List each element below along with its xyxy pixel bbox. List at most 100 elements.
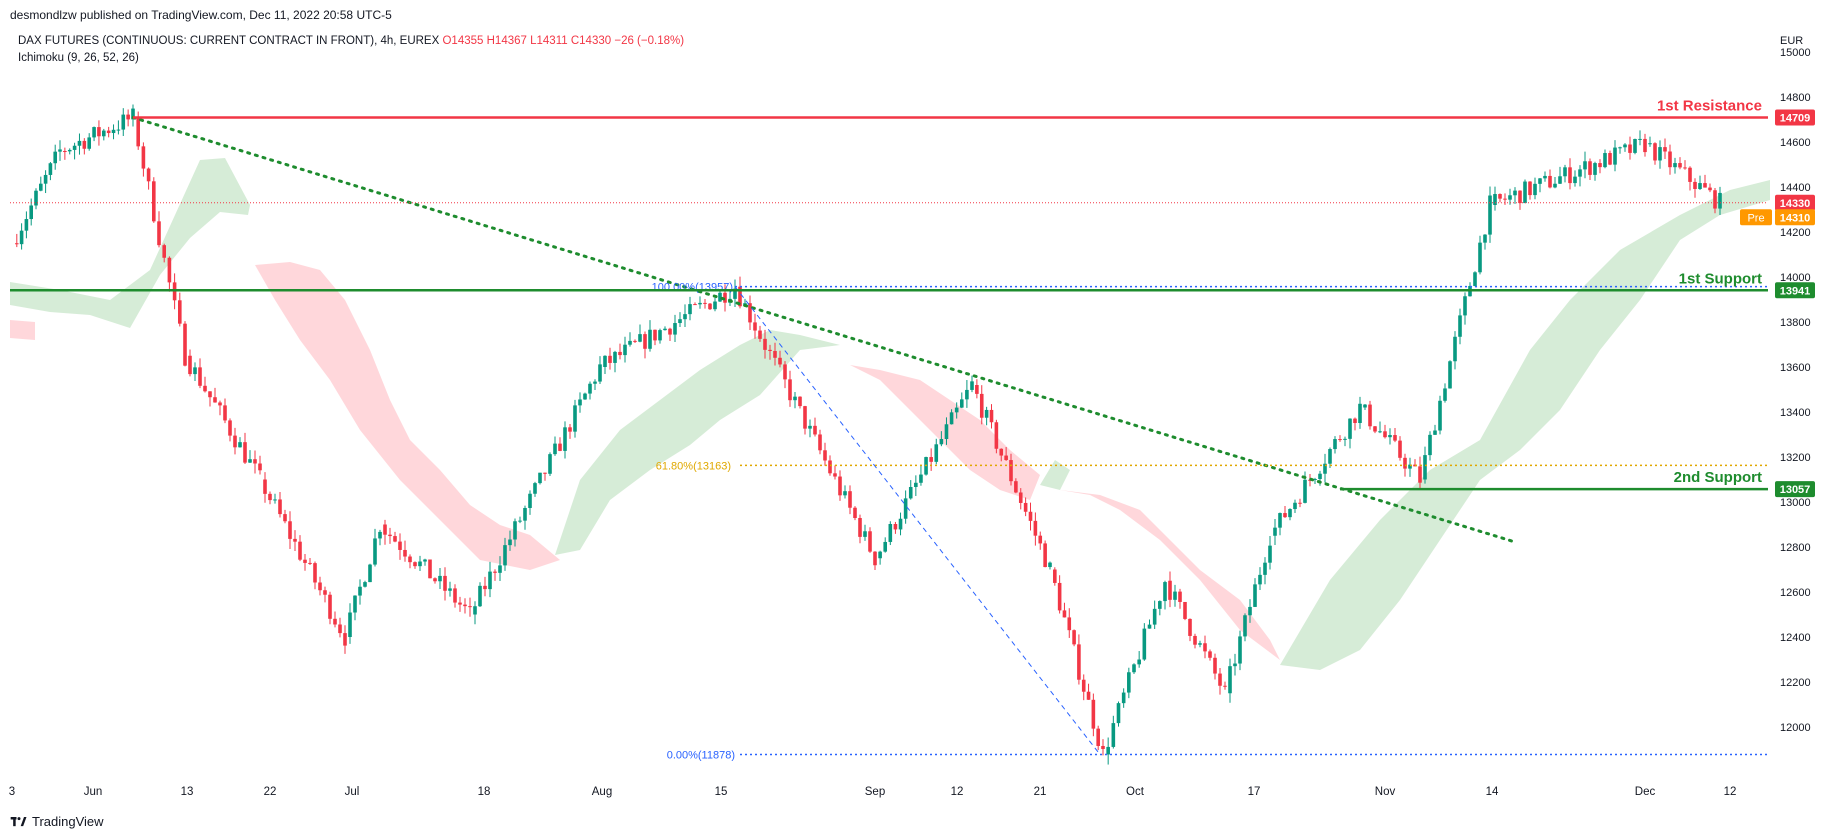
candle-body: [1273, 527, 1277, 536]
candle-body: [543, 472, 547, 474]
candle-body: [1428, 434, 1432, 456]
cloud-bullish-area: [10, 158, 250, 328]
x-tick-label: Dec: [1635, 786, 1656, 798]
candle-body: [583, 393, 587, 400]
candle-body: [408, 556, 412, 563]
candle-body: [553, 443, 557, 455]
candle-body: [463, 604, 467, 607]
candle-body: [1121, 692, 1126, 704]
candle-body: [623, 344, 627, 356]
candle-body: [131, 108, 135, 120]
candle-body: [1348, 418, 1352, 439]
candle-body: [298, 541, 302, 560]
y-tick-label: 14600: [1780, 137, 1811, 149]
candle-body: [1023, 502, 1028, 512]
candle-body: [1488, 195, 1492, 235]
candle-body: [773, 350, 777, 358]
x-tick-label: Aug: [592, 786, 612, 798]
candle-body: [1533, 183, 1537, 196]
candle-body: [768, 349, 772, 351]
x-tick-label: 17: [1248, 786, 1261, 798]
y-tick-label: 12200: [1780, 677, 1811, 689]
x-tick-label: 12: [951, 786, 964, 798]
candle-body: [102, 130, 106, 137]
fib-level-label: 100.00%(13957): [652, 282, 733, 294]
candle-body: [15, 243, 19, 245]
candle-body: [77, 140, 82, 146]
ichimoku-cloud: [10, 158, 1770, 670]
candle-body: [558, 443, 562, 451]
candle-body: [303, 559, 307, 563]
candle-body: [723, 292, 727, 303]
candle-body: [753, 322, 757, 331]
candle-body: [970, 381, 974, 390]
candle-body: [1483, 234, 1487, 243]
fib-level-label: 0.00%(11878): [667, 749, 735, 761]
candle-body: [388, 534, 392, 537]
candle-body: [1293, 502, 1297, 510]
cloud-bullish-area: [1280, 180, 1770, 670]
candle-body: [193, 367, 197, 375]
candle-body: [1323, 463, 1327, 474]
chart-overlays: 100.00%(13957) 61.80%(13163) 0.00%(11878) 1…: [10, 97, 1815, 761]
candle-body: [848, 491, 852, 508]
candle-body: [67, 149, 72, 152]
candle-body: [1703, 183, 1707, 188]
candle-body: [783, 364, 787, 380]
candle-body: [1613, 147, 1617, 165]
fib-diagonal: [734, 286, 1101, 755]
candle-body: [1598, 163, 1602, 168]
x-tick-label: 13: [181, 786, 194, 798]
ohlc-change: −26 (−0.18%): [614, 35, 685, 47]
candle-body: [208, 391, 212, 398]
candle-body: [24, 219, 29, 231]
candle-body: [1253, 584, 1257, 607]
pre-market-badge-label: Pre: [1747, 212, 1764, 224]
candle-body: [87, 137, 91, 149]
candle-body: [116, 129, 121, 131]
candle-body: [403, 549, 407, 557]
candle-body: [1178, 591, 1182, 602]
candle-body: [1106, 746, 1110, 755]
pre-price-tag: [1775, 209, 1815, 226]
candle-body: [1603, 153, 1607, 168]
candle-body: [508, 539, 512, 546]
candle-body: [1132, 664, 1136, 673]
candle-body: [673, 323, 677, 335]
candle-body: [92, 127, 96, 138]
candle-body: [323, 590, 327, 595]
tradingview-logo[interactable]: TradingView: [10, 814, 104, 829]
candle-body: [1203, 643, 1207, 652]
candle-body: [563, 427, 567, 451]
candle-body: [1048, 562, 1052, 568]
candle-body: [618, 351, 622, 356]
candle-body: [1653, 143, 1657, 161]
candle-body: [833, 473, 837, 477]
y-tick-label: 14800: [1780, 92, 1811, 104]
candle-body: [141, 146, 146, 169]
candle-body: [1618, 147, 1622, 149]
candle-body: [1218, 673, 1222, 686]
candle-body: [1288, 509, 1292, 518]
candle-body: [984, 409, 989, 418]
candle-body: [29, 205, 33, 220]
candlesticks: [15, 104, 1722, 765]
candle-body: [518, 520, 522, 522]
candle-body: [708, 303, 712, 310]
candle-body: [703, 302, 707, 304]
candle-body: [1142, 628, 1147, 660]
candle-body: [1663, 147, 1667, 152]
candle-body: [1408, 464, 1412, 469]
candle-body: [1578, 169, 1582, 177]
candle-body: [1643, 138, 1647, 153]
candle-body: [1463, 296, 1467, 316]
candle-body: [1438, 400, 1442, 431]
candle-body: [293, 538, 297, 542]
candle-body: [668, 328, 672, 335]
candle-body: [778, 357, 782, 365]
candle-body: [718, 292, 722, 302]
candle-body: [758, 330, 762, 339]
candle-body: [458, 602, 462, 605]
candle-body: [72, 145, 77, 150]
